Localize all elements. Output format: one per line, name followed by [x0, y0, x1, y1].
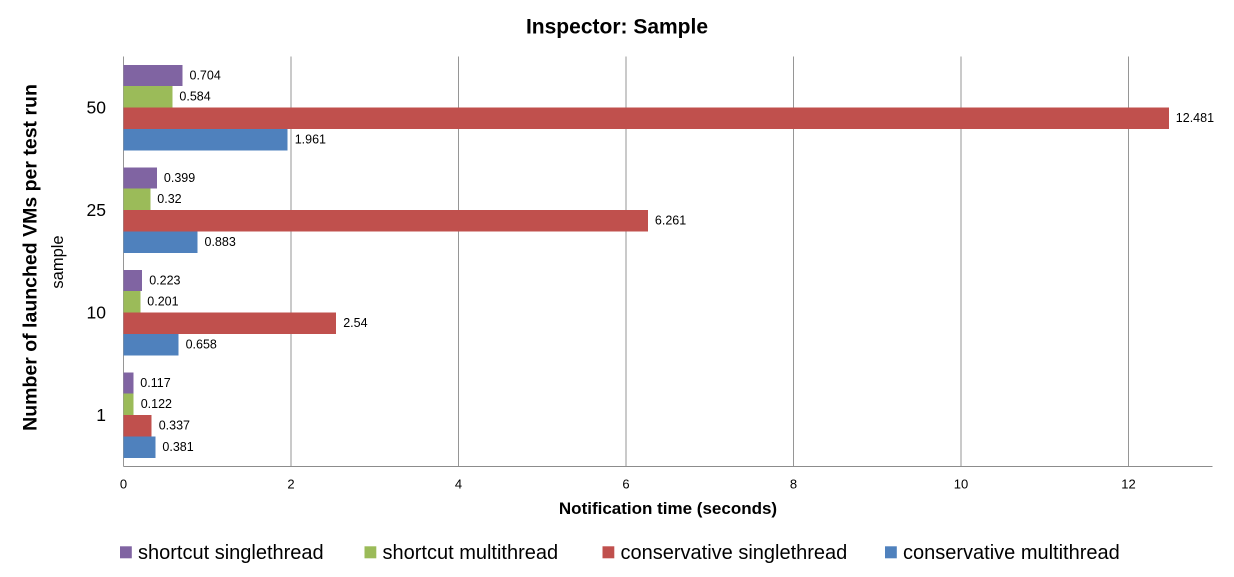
- svg-text:6.261: 6.261: [655, 214, 686, 228]
- svg-text:0.122: 0.122: [141, 397, 172, 411]
- svg-text:2.54: 2.54: [343, 316, 367, 330]
- svg-text:shortcut singlethread: shortcut singlethread: [138, 542, 324, 564]
- svg-text:12: 12: [1121, 476, 1135, 491]
- svg-text:1.961: 1.961: [295, 133, 326, 147]
- svg-text:12.481: 12.481: [1176, 111, 1214, 125]
- svg-text:0.201: 0.201: [147, 295, 178, 309]
- svg-text:6: 6: [622, 476, 629, 491]
- svg-text:0.32: 0.32: [157, 192, 181, 206]
- svg-text:8: 8: [790, 476, 797, 491]
- svg-text:0.399: 0.399: [164, 171, 195, 185]
- svg-text:0.704: 0.704: [190, 68, 221, 82]
- svg-text:1: 1: [96, 405, 106, 425]
- svg-text:25: 25: [87, 200, 106, 220]
- svg-text:Notification time (seconds): Notification time (seconds): [559, 499, 777, 518]
- svg-text:shortcut multithread: shortcut multithread: [383, 542, 559, 564]
- svg-text:50: 50: [87, 98, 107, 118]
- svg-text:0.117: 0.117: [140, 376, 170, 390]
- svg-text:10: 10: [87, 303, 107, 323]
- svg-text:2: 2: [287, 476, 294, 491]
- svg-text:0.381: 0.381: [162, 440, 193, 454]
- svg-text:conservative singlethread: conservative singlethread: [621, 542, 848, 564]
- svg-text:4: 4: [455, 476, 462, 491]
- svg-text:0.337: 0.337: [159, 419, 190, 433]
- svg-text:0.223: 0.223: [149, 273, 180, 287]
- svg-text:sample: sample: [49, 235, 67, 288]
- svg-text:0.658: 0.658: [186, 338, 217, 352]
- svg-text:conservative multithread: conservative multithread: [903, 542, 1120, 564]
- svg-text:0.584: 0.584: [179, 90, 210, 104]
- svg-text:0: 0: [120, 476, 127, 491]
- svg-text:Inspector: Sample: Inspector: Sample: [526, 16, 708, 39]
- svg-text:Number of launched VMs per te: Number of launched VMs per test run: [20, 84, 42, 431]
- svg-text:0.883: 0.883: [205, 235, 236, 249]
- svg-text:10: 10: [954, 476, 968, 491]
